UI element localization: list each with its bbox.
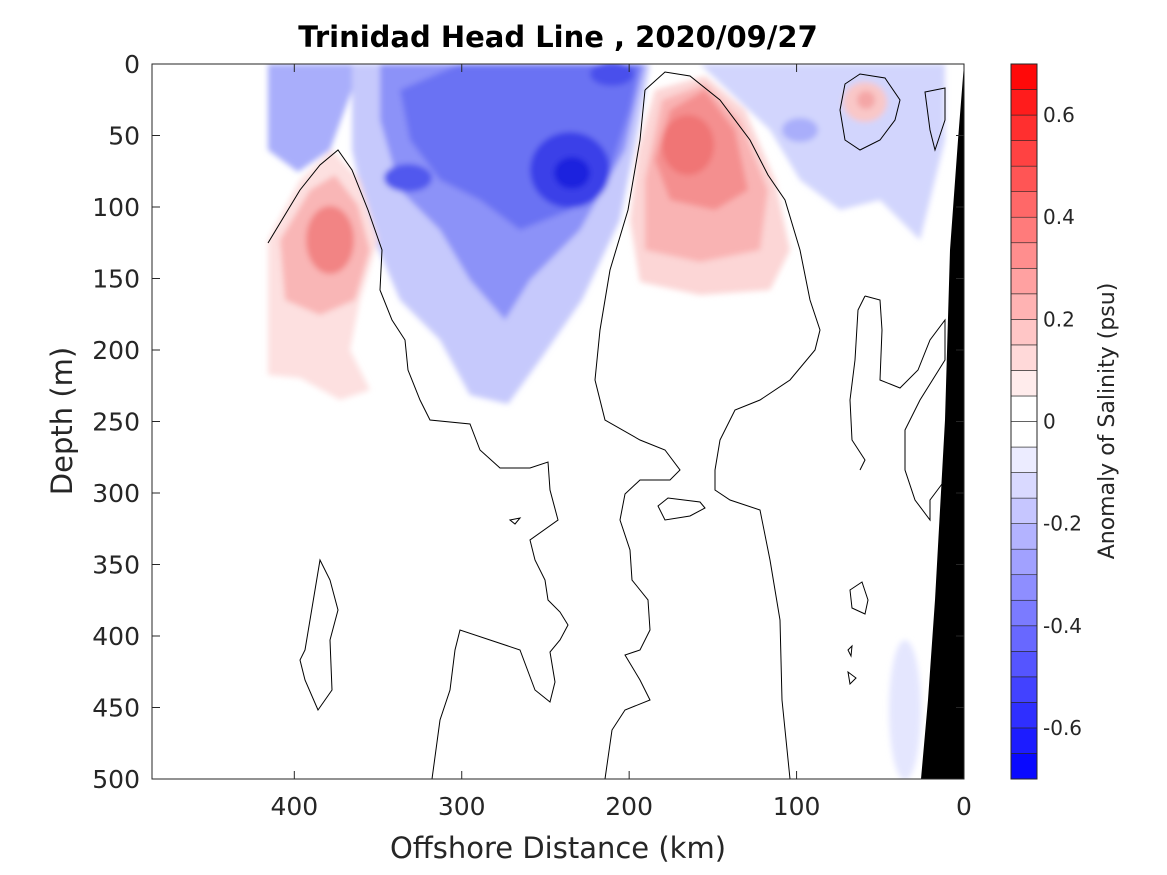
y-tick-label: 300 — [92, 479, 140, 508]
colorbar — [1010, 63, 1038, 780]
colorbar-segment — [1010, 497, 1038, 524]
bathymetry-mask — [921, 64, 964, 779]
colorbar-segment — [1010, 523, 1038, 550]
colorbar-segment — [1010, 344, 1038, 371]
fresh-anomaly-core-center — [554, 157, 590, 189]
x-tick-label: 0 — [956, 792, 972, 821]
colorbar-segment — [1010, 191, 1038, 218]
colorbar-tick-label: 0.6 — [1043, 103, 1075, 127]
colorbar-segment — [1010, 89, 1038, 116]
colorbar-label: Anomaly of Salinity (psu) — [1095, 283, 1120, 560]
y-tick-label: 500 — [92, 765, 140, 794]
colorbar-tick-label: -0.4 — [1043, 614, 1082, 638]
fresh-anomaly-nearshore-patch — [782, 118, 818, 142]
y-tick-label: 350 — [92, 551, 140, 580]
y-tick-label: 450 — [92, 694, 140, 723]
chart-title: Trinidad Head Line , 2020/09/27 — [298, 20, 818, 54]
zero-contours — [267, 71, 946, 779]
colorbar-tick-label: -0.2 — [1043, 512, 1082, 536]
y-tick-label: 250 — [92, 408, 140, 437]
colorbar-ticks: 0.6 0.4 0.2 0 -0.2 -0.4 -0.6 — [1043, 103, 1082, 740]
anomaly-field — [267, 64, 964, 779]
colorbar-segment — [1010, 63, 1038, 90]
plot-frame — [151, 63, 965, 780]
x-axis-label: Offshore Distance (km) — [390, 831, 726, 865]
y-tick-label: 50 — [108, 122, 140, 151]
saline-anomaly-offshore-core — [306, 206, 354, 274]
colorbar-segment — [1010, 140, 1038, 167]
saline-anomaly-nearshore-core — [857, 91, 875, 109]
colorbar-segment — [1010, 651, 1038, 678]
fresh-anomaly-surface-patch — [590, 64, 634, 86]
colorbar-segment — [1010, 421, 1038, 448]
colorbar-segment — [1010, 165, 1038, 192]
colorbar-segment — [1010, 676, 1038, 703]
colorbar-segment — [1010, 574, 1038, 601]
y-tick-label: 0 — [124, 50, 140, 79]
colorbar-tick-label: 0.2 — [1043, 307, 1075, 331]
fresh-anomaly-deep-patch — [889, 640, 921, 779]
colorbar-tick-label: -0.6 — [1043, 716, 1082, 740]
y-tick-label: 100 — [92, 193, 140, 222]
y-tick-label: 200 — [92, 336, 140, 365]
x-axis-ticks: 400 300 200 100 0 — [270, 64, 972, 821]
x-tick-label: 100 — [773, 792, 821, 821]
colorbar-segment — [1010, 267, 1038, 295]
colorbar-segment — [1010, 293, 1038, 320]
colorbar-segment — [1010, 242, 1038, 269]
colorbar-segment — [1010, 472, 1038, 499]
colorbar-segment — [1010, 548, 1038, 576]
y-axis-label: Depth (m) — [45, 347, 79, 495]
colorbar-segment — [1010, 625, 1038, 652]
x-tick-label: 200 — [605, 792, 653, 821]
colorbar-tick-label: 0.4 — [1043, 205, 1075, 229]
colorbar-segment — [1010, 599, 1038, 627]
fresh-anomaly-offshore-core — [384, 164, 432, 192]
colorbar-frame — [1010, 63, 1038, 780]
colorbar-segment — [1010, 114, 1038, 141]
y-tick-label: 150 — [92, 265, 140, 294]
y-tick-label: 400 — [92, 622, 140, 651]
colorbar-segment — [1010, 727, 1038, 754]
colorbar-tick-label: 0 — [1043, 410, 1056, 434]
colorbar-segment — [1010, 216, 1038, 244]
x-tick-label: 400 — [270, 792, 318, 821]
colorbar-segment — [1010, 370, 1038, 397]
colorbar-segment — [1010, 446, 1038, 473]
y-axis-ticks: 0 50 100 150 200 250 300 350 400 450 500 — [92, 50, 964, 794]
colorbar-segment — [1010, 702, 1038, 729]
fresh-anomaly-offshore-region — [268, 64, 352, 172]
colorbar-segment — [1010, 319, 1038, 346]
colorbar-segment — [1010, 753, 1038, 780]
saline-anomaly-main-core — [662, 115, 714, 175]
colorbar-segment — [1010, 395, 1038, 422]
x-tick-label: 300 — [438, 792, 486, 821]
